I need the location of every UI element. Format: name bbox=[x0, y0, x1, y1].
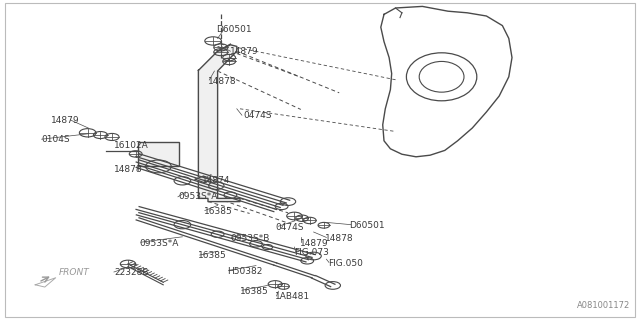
Text: 14874: 14874 bbox=[202, 176, 230, 185]
Text: H50382: H50382 bbox=[227, 267, 262, 276]
Bar bbox=[138, 142, 179, 166]
Text: 14879: 14879 bbox=[300, 239, 328, 248]
Text: 0953S*B: 0953S*B bbox=[230, 234, 270, 243]
Text: 14879: 14879 bbox=[230, 47, 259, 56]
Polygon shape bbox=[198, 45, 240, 202]
Text: 0474S: 0474S bbox=[275, 223, 304, 232]
Polygon shape bbox=[195, 176, 211, 182]
Text: 16102A: 16102A bbox=[114, 141, 148, 150]
Text: FIG.050: FIG.050 bbox=[328, 259, 362, 268]
Text: 0104S: 0104S bbox=[42, 135, 70, 144]
Text: 0953S*A: 0953S*A bbox=[140, 239, 179, 248]
Text: 14878: 14878 bbox=[208, 77, 237, 86]
Text: A081001172: A081001172 bbox=[577, 301, 630, 310]
Text: 0474S: 0474S bbox=[243, 111, 272, 120]
Text: 14878: 14878 bbox=[325, 234, 354, 243]
Text: 16385: 16385 bbox=[204, 207, 232, 216]
Text: 14878: 14878 bbox=[114, 165, 143, 174]
Text: 14879: 14879 bbox=[51, 116, 80, 124]
Text: FIG.073: FIG.073 bbox=[294, 248, 329, 257]
Text: FRONT: FRONT bbox=[59, 268, 90, 277]
Text: 16385: 16385 bbox=[240, 287, 269, 296]
Text: D60501: D60501 bbox=[216, 25, 252, 34]
Text: 0953S*A: 0953S*A bbox=[178, 192, 218, 201]
Text: 16385: 16385 bbox=[198, 252, 227, 260]
Text: 22328B: 22328B bbox=[114, 268, 148, 277]
Text: 1AB481: 1AB481 bbox=[275, 292, 310, 301]
Text: D60501: D60501 bbox=[349, 221, 385, 230]
